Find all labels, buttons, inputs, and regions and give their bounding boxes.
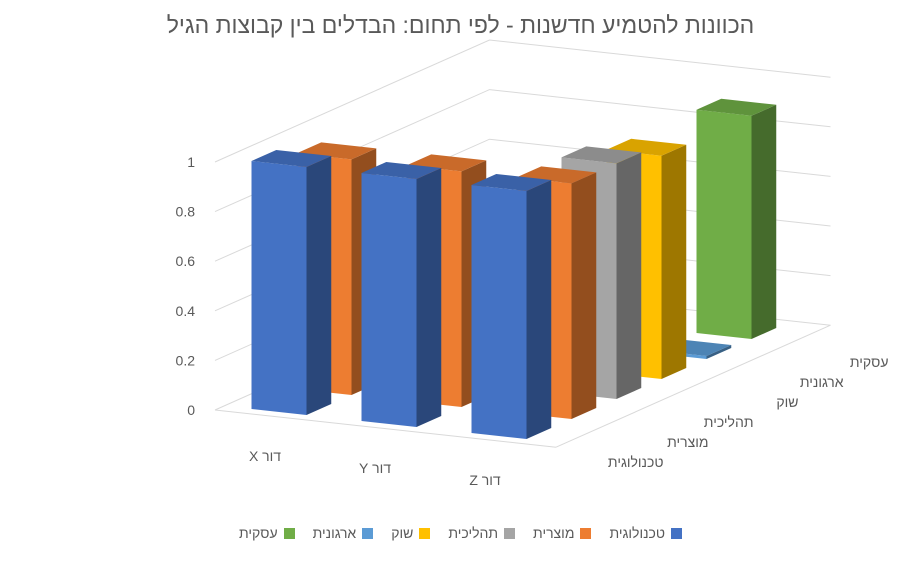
bar <box>361 162 442 427</box>
legend-item: מוצרית <box>533 525 592 541</box>
bar-side-face <box>306 156 332 415</box>
legend: טכנולוגית מוצרית תהליכית שוק ארגונית עסקית <box>0 525 921 541</box>
chart-title: הכוונות להטמיע חדשנות - לפי תחום: הבדלים… <box>166 12 755 38</box>
y-axis: 0 0.2 0.4 0.6 0.8 1 <box>176 154 196 418</box>
bar <box>696 98 777 339</box>
bar <box>251 150 332 415</box>
bar-top-face <box>696 98 777 116</box>
legend-swatch <box>362 527 374 539</box>
bar-front-face <box>361 173 417 427</box>
series-axis-label: מוצרית <box>667 434 708 450</box>
floor-edge <box>214 409 557 448</box>
legend-label: מוצרית <box>533 525 575 541</box>
series-axis-label: עסקית <box>850 354 889 370</box>
x-axis: דור X דור Y דור Z <box>249 448 501 488</box>
legend-item: ארגונית <box>313 525 374 541</box>
legend-label: שוק <box>391 525 414 541</box>
legend-item: תהליכית <box>448 525 516 541</box>
bar-top-face <box>471 174 552 191</box>
series-axis-label: שוק <box>776 394 798 410</box>
legend-item: עסקית <box>239 525 295 541</box>
category-label: דור Z <box>469 472 501 488</box>
bar-side-face <box>616 152 642 399</box>
series-axis-label: ארגונית <box>800 374 844 390</box>
bar-side-face <box>571 172 597 419</box>
floor-edge <box>555 324 831 448</box>
legend-swatch <box>671 527 683 539</box>
bar-top-face <box>561 146 642 164</box>
legend-swatch <box>504 527 516 539</box>
gridline <box>214 39 831 163</box>
y-tick-label: 0.8 <box>176 204 196 220</box>
bar-top-face <box>361 162 442 179</box>
bar-side-face <box>706 345 732 359</box>
bar-side-face <box>751 104 777 339</box>
bar-side-face <box>416 168 442 427</box>
legend-label: עסקית <box>238 525 278 541</box>
y-tick-label: 0.6 <box>176 253 196 269</box>
legend-label: תהליכית <box>448 525 499 541</box>
legend-swatch <box>283 527 295 539</box>
legend-item: שוק <box>391 525 431 541</box>
bar-side-face <box>661 144 687 379</box>
category-label: דור Y <box>359 460 391 476</box>
category-label: דור X <box>249 448 281 464</box>
legend-item: טכנולוגית <box>609 525 683 541</box>
bar-top-face <box>251 150 332 167</box>
legend-label: ארגונית <box>312 525 357 541</box>
bar-side-face <box>526 180 552 439</box>
series-axis-label: טכנולוגית <box>608 454 664 470</box>
y-tick-label: 0.4 <box>176 303 196 319</box>
y-tick-label: 0 <box>187 402 195 418</box>
series-axis-label: תהליכית <box>704 414 754 430</box>
legend-swatch <box>419 527 431 539</box>
y-tick-label: 1 <box>187 154 195 170</box>
legend-swatch <box>580 527 592 539</box>
bar <box>471 174 552 439</box>
y-tick-label: 0.2 <box>176 352 196 368</box>
bar-front-face <box>471 185 527 439</box>
bar-front-face <box>696 109 752 339</box>
bars <box>251 98 777 439</box>
bar-front-face <box>251 161 307 415</box>
legend-label: טכנולוגית <box>609 525 666 541</box>
